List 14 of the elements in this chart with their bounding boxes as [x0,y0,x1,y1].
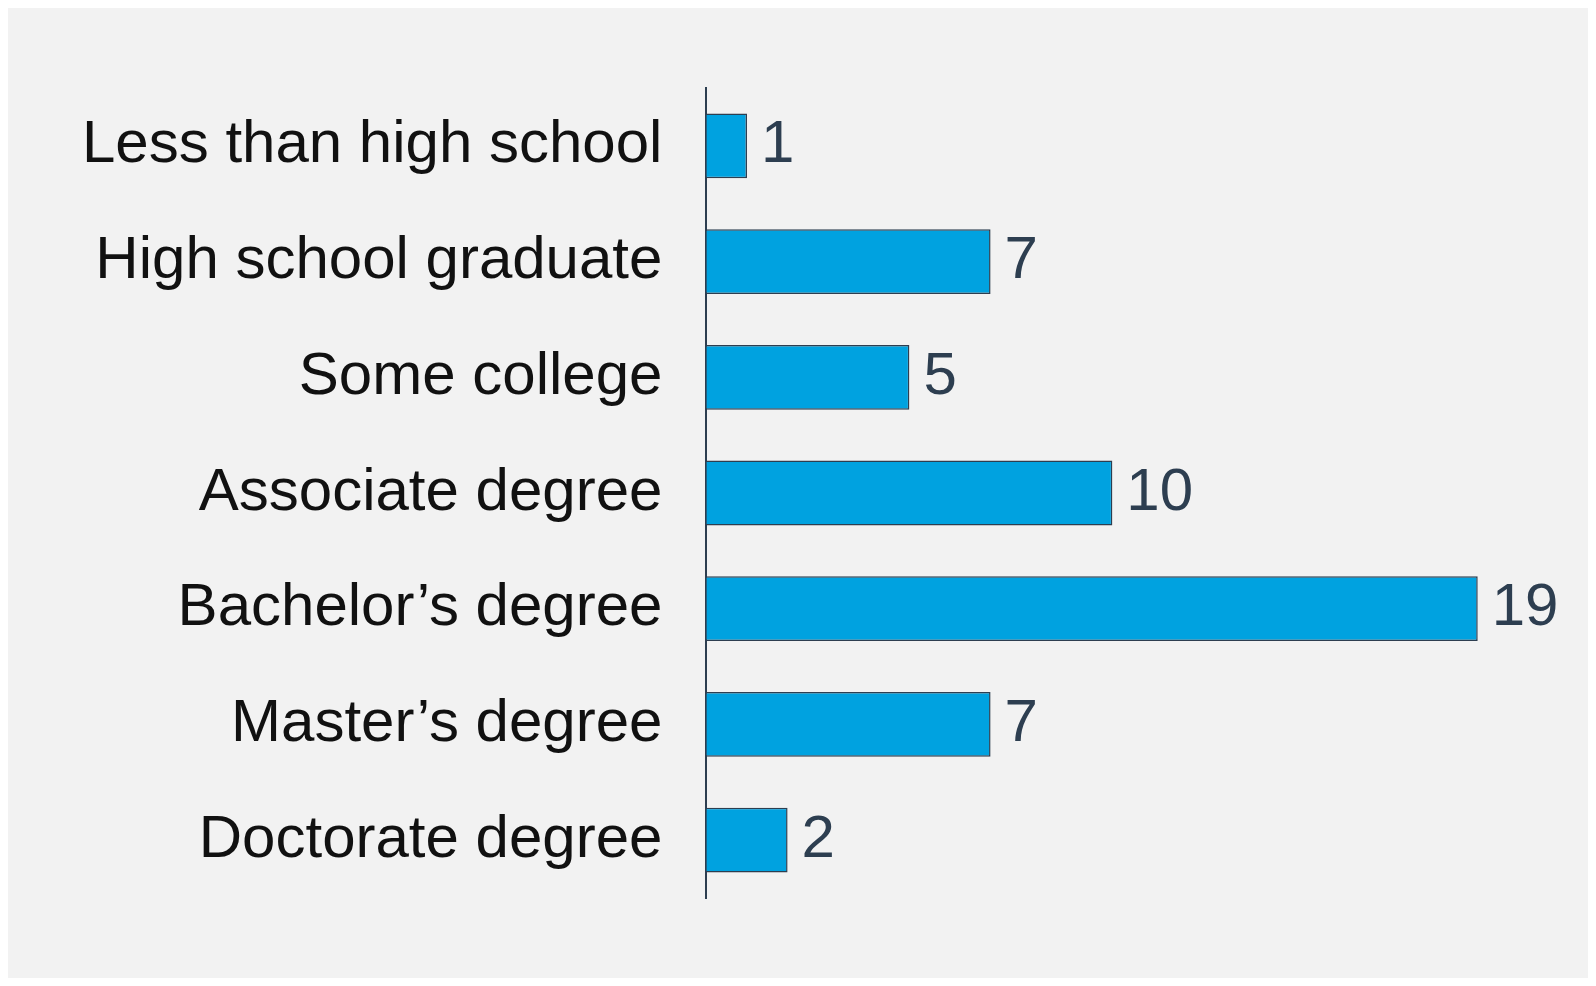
y-tick-label: Bachelor’s degree [177,571,663,639]
y-tick-label: Less than high school [81,108,663,176]
data-label: 10 [1126,455,1194,523]
y-tick-label: Some college [298,339,663,407]
y-tick-label: Doctorate degree [198,802,663,870]
data-label: 7 [1004,686,1038,754]
data-label: 19 [1491,571,1559,639]
y-tick-label: Master’s degree [231,686,663,754]
data-label: 1 [761,108,795,176]
y-tick-label: Associate degree [198,455,663,523]
data-label: 7 [1004,224,1038,292]
data-label: 5 [923,339,957,407]
y-tick-label: High school graduate [95,224,663,292]
data-label: 2 [801,802,835,870]
